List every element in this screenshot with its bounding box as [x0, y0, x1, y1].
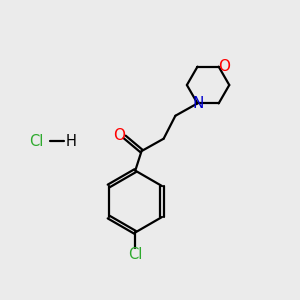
Text: Cl: Cl — [29, 134, 44, 149]
Text: N: N — [192, 96, 203, 111]
Text: H: H — [66, 134, 76, 149]
Text: Cl: Cl — [128, 247, 142, 262]
Text: O: O — [113, 128, 125, 143]
Text: O: O — [218, 59, 230, 74]
